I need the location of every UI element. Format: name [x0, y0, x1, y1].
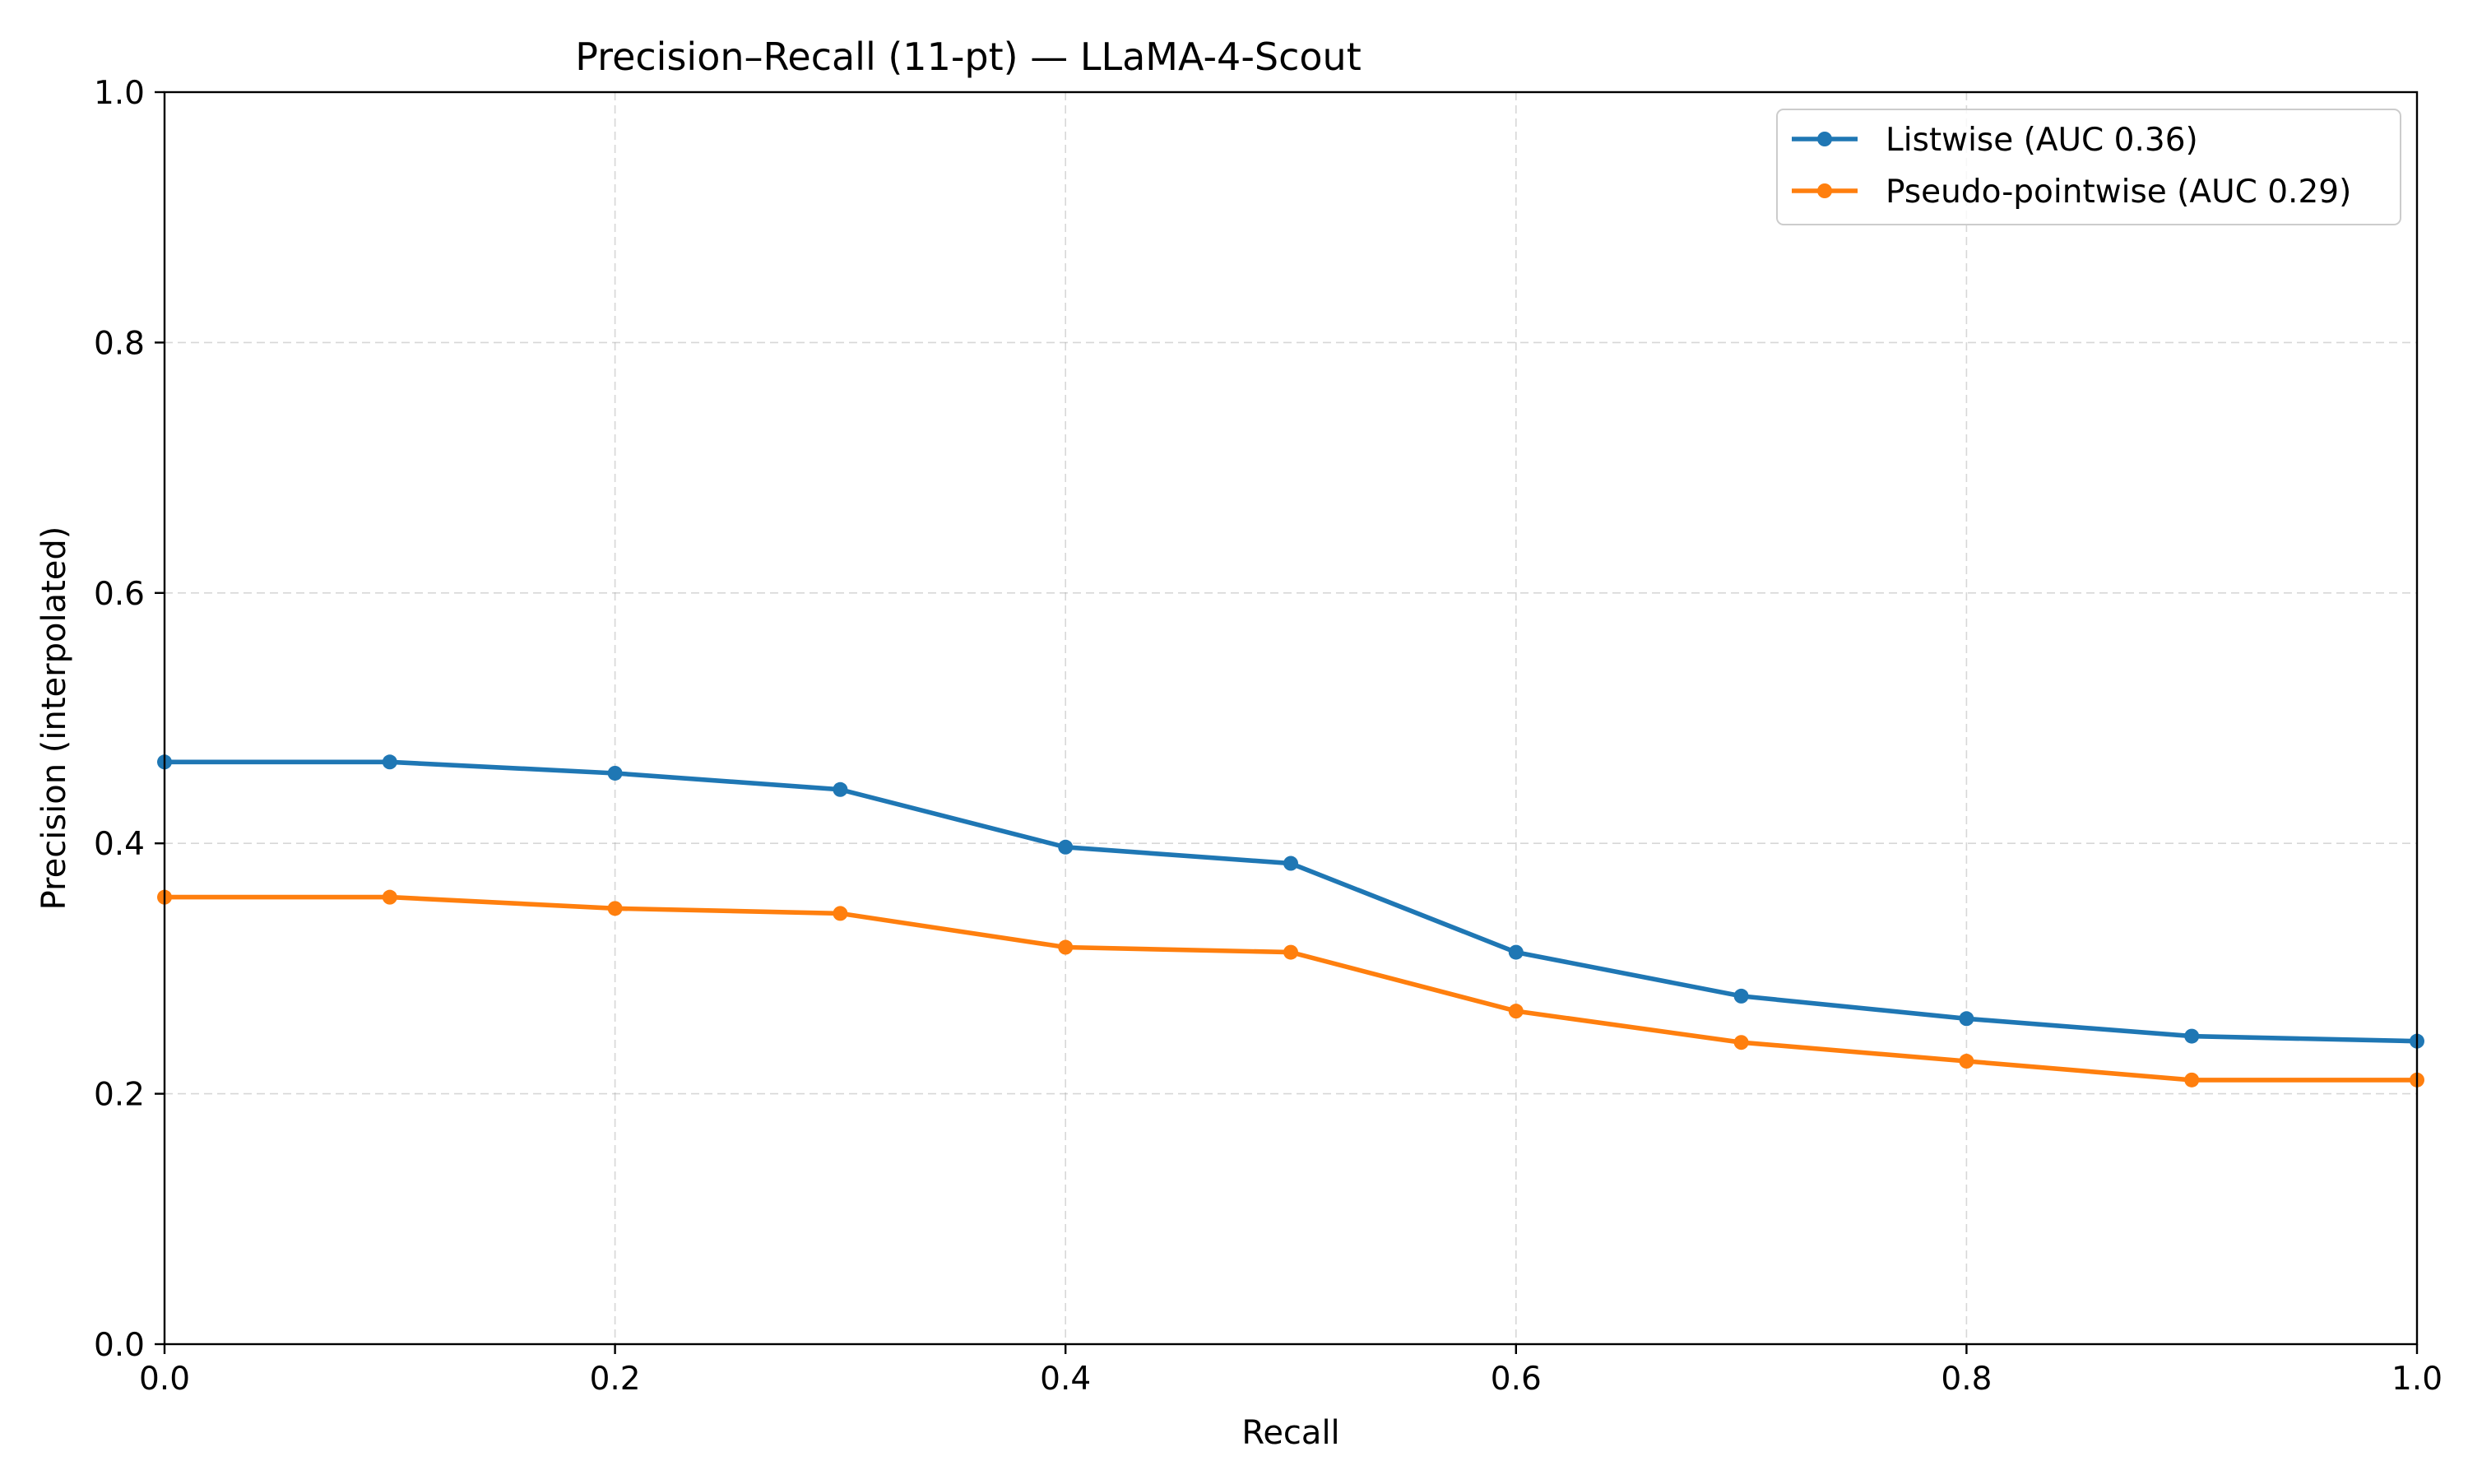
legend-swatch-marker [1817, 183, 1832, 198]
y-tick-label: 0.0 [94, 1327, 145, 1364]
chart-title: Precision–Recall (11-pt) — LLaMA-4-Scout [575, 35, 1362, 79]
data-point [1959, 1011, 1974, 1027]
data-point [382, 889, 397, 905]
legend-label: Listwise (AUC 0.36) [1886, 122, 2198, 159]
x-tick-label: 0.6 [1491, 1361, 1542, 1398]
data-point [1283, 944, 1298, 960]
plot-frame [163, 90, 2419, 1346]
y-tick-label: 0.6 [94, 576, 145, 613]
series-layer [157, 754, 2424, 1087]
data-point [1733, 988, 1749, 1004]
data-point [1959, 1054, 1974, 1069]
x-tick-label: 0.4 [1040, 1361, 1091, 1398]
x-axis-label: Recall [1241, 1414, 1339, 1452]
x-tick-label: 0.2 [590, 1361, 641, 1398]
legend: Listwise (AUC 0.36) Pseudo-pointwise (AUC… [1776, 109, 2401, 225]
data-point [1058, 939, 1074, 955]
x-tick-label: 0.8 [1941, 1361, 1992, 1398]
legend-swatch-marker [1817, 132, 1832, 146]
x-tick-label: 1.0 [2391, 1361, 2442, 1398]
y-tick-label: 1.0 [94, 75, 145, 112]
y-tick-label: 0.4 [94, 826, 145, 863]
legend-box [1776, 109, 2401, 225]
data-point [1508, 1004, 1524, 1019]
legend-item: Pseudo-pointwise (AUC 0.29) [1792, 174, 2351, 211]
y-tick-label: 0.8 [94, 325, 145, 362]
data-point [382, 754, 397, 770]
series-pseudo-pointwise [157, 889, 2424, 1087]
data-point [2184, 1028, 2200, 1044]
data-point [607, 901, 623, 916]
data-point [1058, 839, 1074, 855]
y-tick-label: 0.2 [94, 1077, 145, 1114]
ticks: 0.0 0.2 0.4 0.6 0.8 1.0 0.0 0.2 0.4 0.6 0.8 1.0 [94, 75, 2442, 1398]
data-point [1283, 856, 1298, 871]
data-point [1508, 944, 1524, 960]
data-point [607, 765, 623, 781]
data-point [833, 906, 848, 921]
y-axis-label: Precision (interpolated) [35, 526, 73, 911]
data-point [833, 781, 848, 797]
data-point [2184, 1072, 2200, 1087]
data-point [1733, 1035, 1749, 1050]
legend-item: Listwise (AUC 0.36) [1792, 122, 2198, 159]
x-tick-label: 0.0 [139, 1361, 190, 1398]
series-listwise [157, 754, 2424, 1049]
legend-label: Pseudo-pointwise (AUC 0.29) [1886, 174, 2351, 211]
